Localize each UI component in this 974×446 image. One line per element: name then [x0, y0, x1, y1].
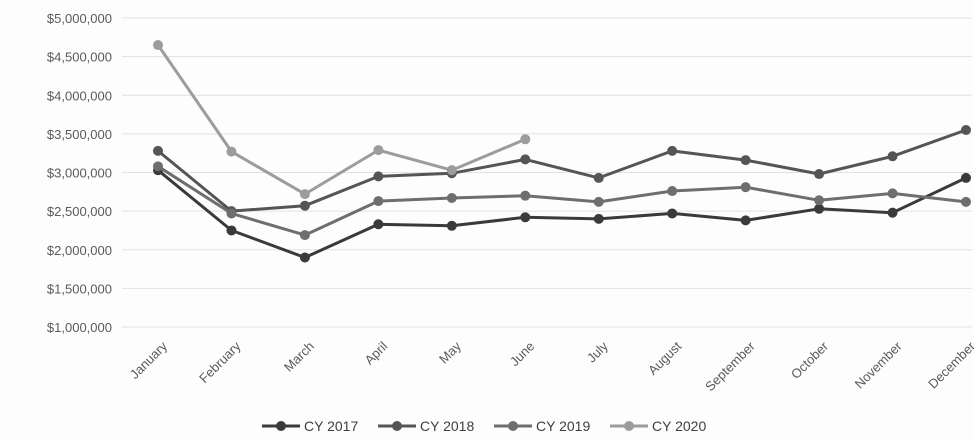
- series-cy-2018: [153, 125, 971, 217]
- x-tick-label: September: [702, 338, 758, 394]
- data-point: [887, 207, 898, 218]
- data-point: [740, 182, 751, 193]
- data-point: [667, 208, 678, 219]
- data-point: [446, 165, 457, 176]
- x-tick-label: October: [788, 338, 832, 382]
- series-cy-2017: [153, 165, 971, 263]
- data-point: [446, 220, 457, 231]
- data-point: [226, 208, 237, 219]
- data-point: [961, 172, 971, 183]
- x-tick-label: February: [196, 338, 244, 386]
- data-point: [667, 145, 678, 156]
- data-point: [153, 40, 163, 51]
- data-point: [299, 230, 310, 241]
- legend-item: CY 2019: [494, 418, 590, 434]
- series-group: [153, 40, 971, 263]
- y-tick-label: $4,500,000: [47, 50, 112, 65]
- data-point: [520, 134, 531, 145]
- y-tick-label: $2,500,000: [47, 204, 112, 219]
- x-axis-ticks: January February March April May June July Augu…: [127, 338, 974, 394]
- data-point: [373, 196, 384, 207]
- series-line: [156, 43, 527, 196]
- data-point: [593, 213, 604, 224]
- data-point: [373, 171, 384, 182]
- legend-item: CY 2018: [378, 418, 474, 434]
- x-tick-label: May: [436, 338, 464, 366]
- data-point: [814, 195, 825, 206]
- legend-label: CY 2017: [304, 418, 358, 434]
- series-line: [156, 164, 968, 237]
- data-point: [520, 154, 531, 165]
- data-point: [667, 186, 678, 197]
- y-tick-label: $3,500,000: [47, 127, 112, 142]
- series-cy-2020: [153, 40, 531, 200]
- x-tick-label: August: [645, 338, 684, 377]
- legend-label: CY 2020: [652, 418, 706, 434]
- data-point: [373, 219, 384, 230]
- data-point: [961, 196, 971, 207]
- data-point: [226, 225, 237, 236]
- legend: CY 2017 CY 2018 CY 2019 CY 2020: [262, 418, 706, 434]
- gridlines: [122, 17, 972, 328]
- data-point: [299, 252, 310, 263]
- legend-label: CY 2019: [536, 418, 590, 434]
- y-tick-label: $4,000,000: [47, 88, 112, 103]
- series-cy-2019: [153, 161, 971, 241]
- data-point: [299, 200, 310, 211]
- data-point: [153, 145, 163, 156]
- data-point: [814, 203, 825, 214]
- y-tick-label: $1,000,000: [47, 320, 112, 335]
- data-point: [887, 151, 898, 162]
- x-tick-label: December: [925, 338, 974, 391]
- legend-marker: [624, 421, 634, 431]
- data-point: [887, 188, 898, 199]
- data-point: [373, 145, 384, 156]
- data-point: [446, 192, 457, 203]
- legend-item: CY 2017: [262, 418, 358, 434]
- legend-marker: [508, 421, 518, 431]
- data-point: [740, 155, 751, 166]
- data-point: [961, 125, 971, 136]
- x-tick-label: January: [127, 338, 171, 382]
- data-point: [593, 172, 604, 183]
- series-line: [156, 168, 968, 259]
- data-point: [740, 215, 751, 226]
- legend-label: CY 2018: [420, 418, 474, 434]
- x-tick-label: March: [281, 339, 317, 375]
- y-tick-label: $5,000,000: [47, 11, 112, 26]
- legend-item: CY 2020: [610, 418, 706, 434]
- x-tick-label: November: [852, 338, 905, 391]
- data-point: [520, 212, 531, 223]
- y-tick-label: $1,500,000: [47, 281, 112, 296]
- data-point: [299, 189, 310, 200]
- x-tick-label: June: [507, 339, 538, 370]
- legend-marker: [392, 421, 402, 431]
- series-line: [156, 128, 968, 213]
- y-axis-ticks: $5,000,000 $4,500,000 $4,000,000 $3,500,000…: [47, 11, 112, 335]
- data-point: [593, 196, 604, 207]
- data-point: [153, 161, 163, 172]
- data-point: [814, 169, 825, 180]
- x-tick-label: April: [361, 338, 390, 367]
- x-tick-label: July: [584, 338, 611, 365]
- data-point: [520, 190, 531, 201]
- y-tick-label: $3,000,000: [47, 166, 112, 181]
- legend-marker: [276, 421, 286, 431]
- data-point: [226, 146, 237, 157]
- y-tick-label: $2,000,000: [47, 243, 112, 258]
